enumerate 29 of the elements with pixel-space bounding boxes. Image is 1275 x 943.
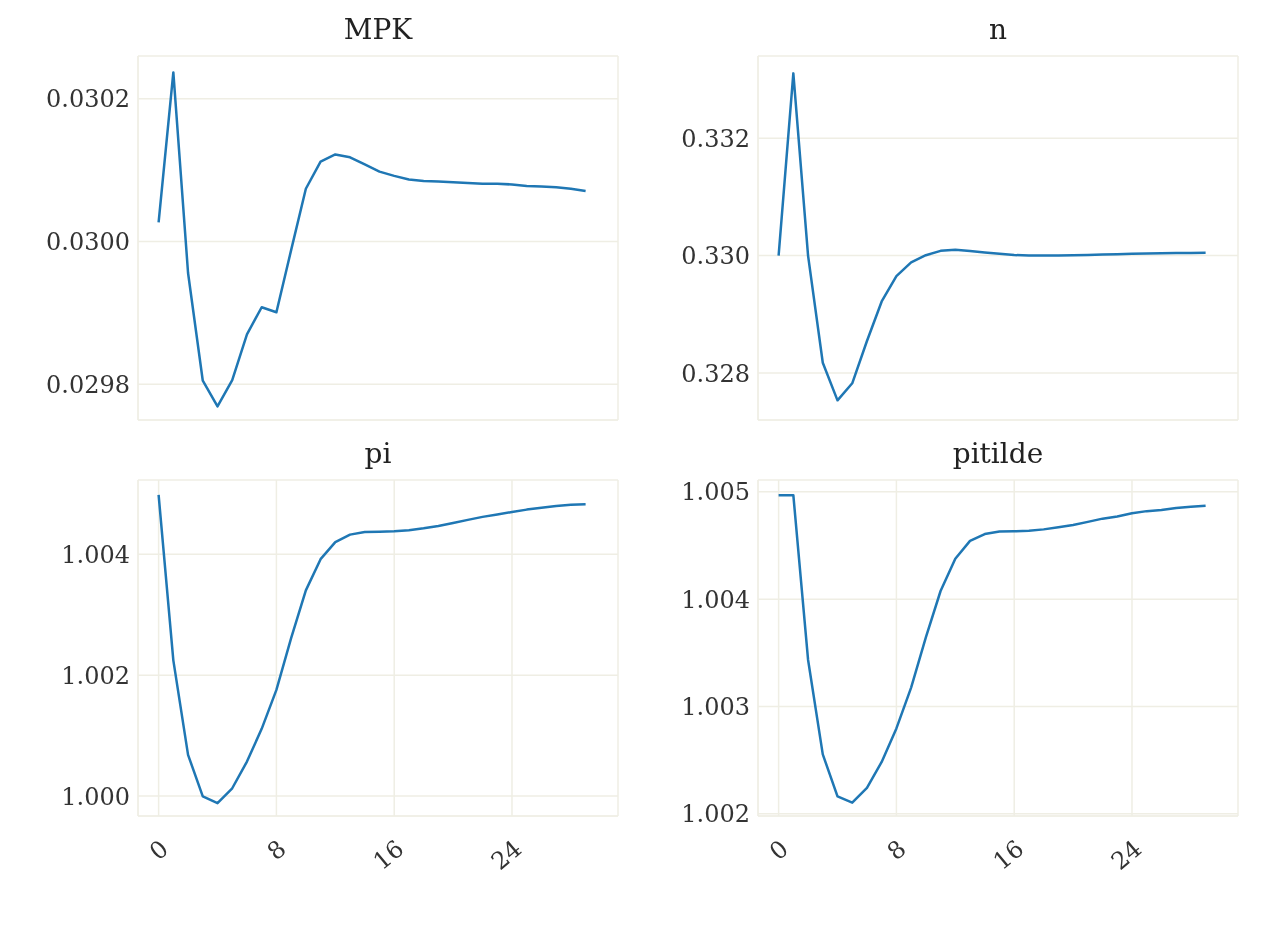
y-tick-label: 0.0298 — [46, 370, 130, 399]
y-tick-label: 0.0302 — [46, 85, 130, 114]
y-tick-label: 1.002 — [61, 661, 130, 690]
line-series — [157, 493, 587, 805]
y-tick-label: 1.002 — [681, 800, 750, 829]
chart-title: pitilde — [951, 436, 1045, 472]
line-series — [777, 72, 1207, 402]
x-tick-label: 16 — [987, 834, 1030, 876]
x-tick-label: 0 — [144, 834, 174, 866]
line-series — [157, 71, 587, 408]
line-series — [777, 493, 1207, 804]
y-tick-label: 0.0300 — [46, 228, 130, 257]
x-tick-label: 0 — [764, 834, 794, 866]
chart-title: pi — [363, 436, 393, 472]
y-tick-label: 0.332 — [681, 124, 750, 153]
y-tick-label: 1.000 — [61, 782, 130, 811]
y-tick-label: 0.328 — [681, 359, 750, 388]
x-tick-label: 24 — [485, 834, 528, 876]
x-tick-label: 8 — [881, 834, 912, 866]
chart-title: n — [987, 12, 1008, 48]
y-tick-label: 1.005 — [681, 478, 750, 507]
y-tick-label: 0.330 — [681, 242, 750, 271]
x-tick-label: 8 — [261, 834, 292, 866]
y-tick-label: 1.004 — [61, 540, 130, 569]
y-tick-label: 1.003 — [681, 693, 750, 722]
y-tick-label: 1.004 — [681, 585, 750, 614]
chart-title: MPK — [342, 12, 414, 48]
x-tick-label: 16 — [367, 834, 410, 876]
x-tick-label: 24 — [1105, 834, 1148, 876]
